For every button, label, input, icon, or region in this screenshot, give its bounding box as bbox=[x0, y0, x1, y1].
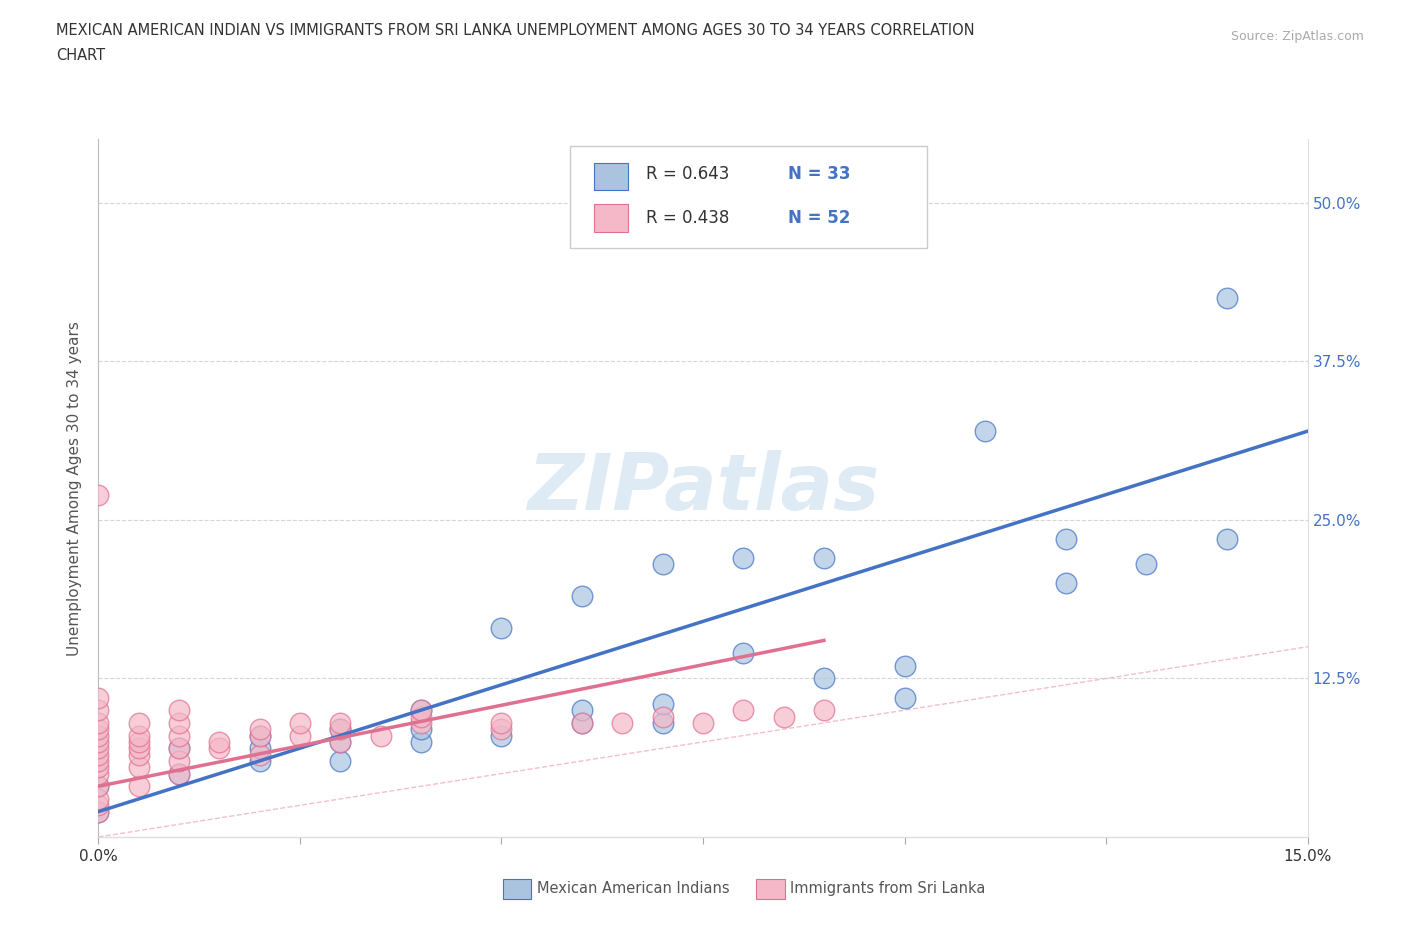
Point bbox=[128, 741, 150, 756]
Point bbox=[87, 747, 110, 762]
Point bbox=[167, 766, 190, 781]
Point bbox=[128, 728, 150, 743]
Point bbox=[651, 557, 673, 572]
Point bbox=[87, 798, 110, 813]
Point bbox=[87, 760, 110, 775]
Point bbox=[288, 715, 311, 730]
Text: Source: ZipAtlas.com: Source: ZipAtlas.com bbox=[1230, 30, 1364, 43]
Text: Immigrants from Sri Lanka: Immigrants from Sri Lanka bbox=[790, 881, 986, 896]
Point bbox=[167, 728, 190, 743]
Point bbox=[87, 804, 110, 819]
Point bbox=[409, 722, 432, 737]
Point bbox=[128, 735, 150, 750]
Bar bbox=[595, 163, 628, 191]
Point bbox=[1054, 576, 1077, 591]
Bar bbox=[595, 205, 628, 232]
Point bbox=[612, 715, 634, 730]
Point bbox=[249, 728, 271, 743]
Point bbox=[1054, 532, 1077, 547]
Point bbox=[249, 741, 271, 756]
Point bbox=[1216, 532, 1239, 547]
Y-axis label: Unemployment Among Ages 30 to 34 years: Unemployment Among Ages 30 to 34 years bbox=[67, 321, 83, 656]
Point bbox=[491, 722, 513, 737]
Point bbox=[491, 620, 513, 635]
Point bbox=[167, 703, 190, 718]
Point bbox=[733, 703, 755, 718]
Text: R = 0.438: R = 0.438 bbox=[647, 208, 730, 227]
Point bbox=[167, 766, 190, 781]
Point bbox=[813, 671, 835, 686]
Point bbox=[87, 735, 110, 750]
Point bbox=[87, 741, 110, 756]
Text: N = 52: N = 52 bbox=[787, 208, 851, 227]
Point bbox=[692, 715, 714, 730]
Point bbox=[651, 697, 673, 711]
Point bbox=[651, 709, 673, 724]
Point bbox=[491, 715, 513, 730]
Point bbox=[87, 715, 110, 730]
Point bbox=[167, 753, 190, 768]
Point bbox=[87, 703, 110, 718]
Point bbox=[733, 551, 755, 565]
Text: CHART: CHART bbox=[56, 48, 105, 63]
Point bbox=[329, 722, 352, 737]
Point bbox=[87, 791, 110, 806]
Point bbox=[87, 778, 110, 793]
Point bbox=[571, 589, 593, 604]
Text: Mexican American Indians: Mexican American Indians bbox=[537, 881, 730, 896]
Text: MEXICAN AMERICAN INDIAN VS IMMIGRANTS FROM SRI LANKA UNEMPLOYMENT AMONG AGES 30 : MEXICAN AMERICAN INDIAN VS IMMIGRANTS FR… bbox=[56, 23, 974, 38]
Point bbox=[128, 715, 150, 730]
Point bbox=[329, 722, 352, 737]
Point bbox=[87, 690, 110, 705]
Point bbox=[813, 551, 835, 565]
Point bbox=[329, 715, 352, 730]
FancyBboxPatch shape bbox=[569, 147, 927, 247]
Point bbox=[167, 715, 190, 730]
Point bbox=[571, 703, 593, 718]
Point bbox=[893, 658, 915, 673]
Point bbox=[813, 703, 835, 718]
Point bbox=[733, 645, 755, 660]
Point bbox=[167, 741, 190, 756]
Point bbox=[409, 715, 432, 730]
Point bbox=[87, 778, 110, 793]
Point bbox=[370, 728, 392, 743]
Point bbox=[87, 753, 110, 768]
Point bbox=[772, 709, 794, 724]
Point bbox=[1135, 557, 1157, 572]
Point bbox=[249, 728, 271, 743]
Point bbox=[651, 715, 673, 730]
Point bbox=[128, 747, 150, 762]
Point bbox=[87, 804, 110, 819]
Point bbox=[1216, 290, 1239, 305]
Point bbox=[208, 741, 231, 756]
Point bbox=[893, 690, 915, 705]
Point bbox=[167, 741, 190, 756]
Point bbox=[87, 728, 110, 743]
Point bbox=[409, 703, 432, 718]
Point bbox=[87, 766, 110, 781]
Text: ZIPatlas: ZIPatlas bbox=[527, 450, 879, 526]
Point bbox=[329, 753, 352, 768]
Point bbox=[974, 424, 997, 439]
Point bbox=[249, 747, 271, 762]
Point bbox=[571, 715, 593, 730]
Point bbox=[329, 735, 352, 750]
Point bbox=[128, 778, 150, 793]
Point bbox=[491, 728, 513, 743]
Point bbox=[288, 728, 311, 743]
Point bbox=[87, 487, 110, 502]
Text: N = 33: N = 33 bbox=[787, 166, 851, 183]
Text: R = 0.643: R = 0.643 bbox=[647, 166, 730, 183]
Point bbox=[87, 722, 110, 737]
Point bbox=[409, 735, 432, 750]
Point bbox=[249, 753, 271, 768]
Point bbox=[208, 735, 231, 750]
Point bbox=[329, 735, 352, 750]
Point bbox=[128, 760, 150, 775]
Point bbox=[249, 722, 271, 737]
Point bbox=[409, 709, 432, 724]
Point bbox=[409, 703, 432, 718]
Point bbox=[571, 715, 593, 730]
